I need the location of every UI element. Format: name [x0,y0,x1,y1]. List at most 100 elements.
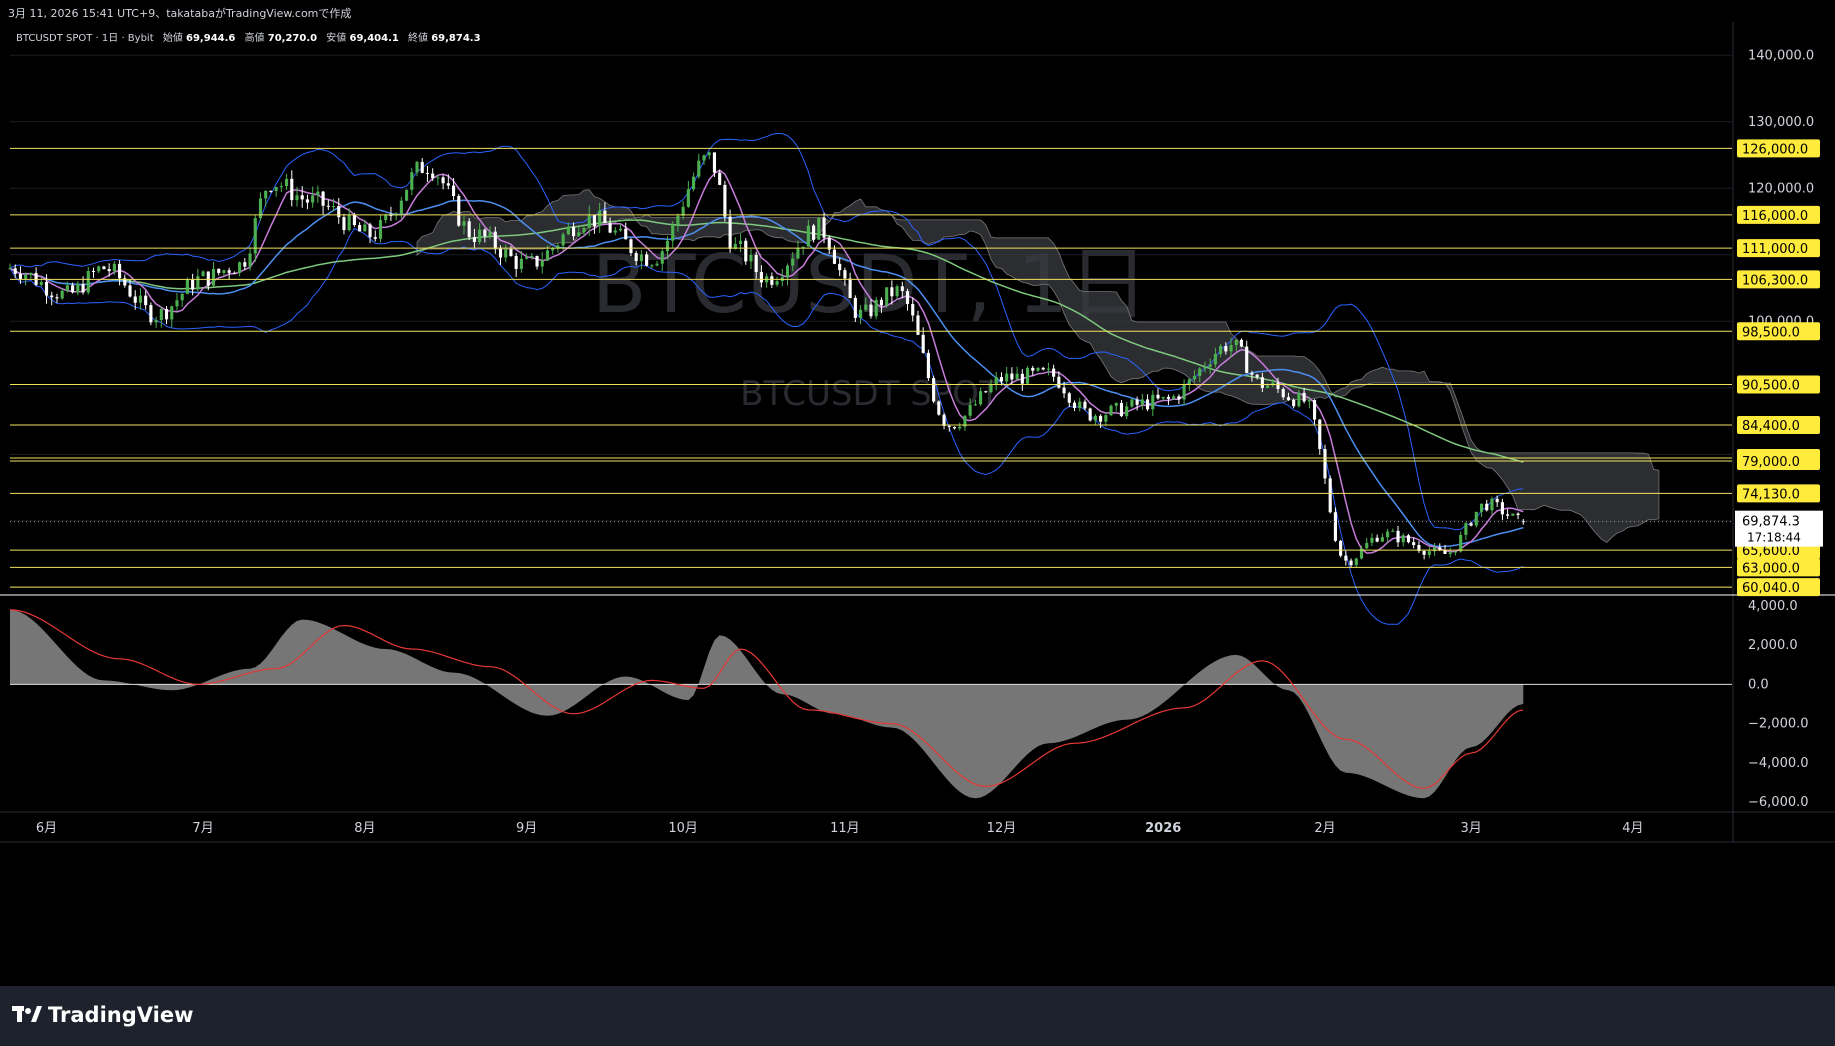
candle [1156,388,1160,400]
price-tick-label: 130,000.0 [1748,115,1814,130]
horizontal-levels[interactable] [10,147,1732,588]
candle [358,222,362,232]
candle [1052,364,1056,382]
price-axis-labels[interactable]: 140,000.0130,000.0120,000.0100,000.0126,… [1735,48,1823,810]
candle [926,349,930,381]
candle [1292,398,1296,409]
candle [60,288,64,300]
candle [1140,393,1144,410]
candle [248,246,252,271]
candle [170,305,174,328]
candle [952,426,957,430]
level-label-text: 63,000.0 [1742,561,1800,576]
candle [1208,358,1212,374]
candle [958,422,962,431]
svg-text:BTCUSDT SPOT · 1日 · Bybit: BTCUSDT SPOT · 1日 · Bybit 始値 69,944.6 高値… [16,31,481,44]
time-tick-label: 11月 [830,821,860,836]
candle [1386,528,1390,543]
candle [284,173,289,191]
candle [671,221,675,248]
candle [243,258,247,271]
candle [874,297,878,320]
candle [806,219,810,247]
candle [1333,507,1337,543]
level-price-label[interactable]: 116,000.0 [1737,205,1820,224]
level-price-label[interactable]: 74,130.0 [1737,484,1820,503]
candle [441,175,445,190]
oscillator-pane [9,609,1732,799]
candle [472,228,476,248]
candle [1448,547,1452,558]
candle [1485,499,1489,512]
candle [639,249,643,270]
level-price-label[interactable]: 98,500.0 [1737,322,1820,341]
candle [227,267,231,280]
level-label-text: 111,000.0 [1742,242,1808,257]
level-price-label[interactable]: 90,500.0 [1737,375,1820,394]
chart-frame[interactable]: BTCUSDT, 1日 BTCUSDT SPOT 140,000.0 130,00… [0,22,1835,986]
candle [50,291,54,306]
candle [650,264,654,269]
tradingview-wordmark: TradingView [48,1003,194,1027]
price-chart[interactable]: BTCUSDT, 1日 BTCUSDT SPOT 140,000.0130,00… [0,22,1835,986]
level-price-label[interactable]: 111,000.0 [1737,239,1820,258]
candle [624,222,628,240]
last-price-label[interactable]: 69,874.317:18:44 [1735,510,1823,547]
candle [1151,390,1155,417]
time-tick-label: 10月 [668,821,698,836]
tradingview-logo[interactable]: TradingView [12,1003,193,1027]
candle [76,281,80,296]
candle [279,182,283,193]
candle [1182,379,1186,405]
bottom-bar: TradingView [0,986,1835,1046]
candle [8,263,12,270]
level-price-label[interactable]: 84,400.0 [1737,416,1820,435]
candle [1432,542,1437,556]
bb-lower-line [9,227,1524,625]
level-price-label[interactable]: 63,000.0 [1737,558,1820,577]
candle [185,277,189,295]
level-label-text: 98,500.0 [1742,325,1800,340]
candle [629,238,633,256]
candle [749,248,753,269]
candle [1093,413,1097,425]
candle [331,198,336,212]
level-label-text: 106,300.0 [1742,273,1808,288]
candle [1328,475,1332,514]
candle [1495,495,1499,508]
candle [707,151,711,160]
time-tick-label: 4月 [1622,821,1643,836]
candle [71,282,75,294]
level-price-label[interactable]: 60,040.0 [1737,578,1820,597]
signal-line [9,609,1524,790]
candle [1354,557,1358,568]
level-price-label[interactable]: 106,300.0 [1737,270,1820,289]
candle [363,219,367,232]
candle [879,297,884,313]
candle [895,284,899,300]
candle [942,412,946,430]
candle [342,213,346,235]
candle [144,290,148,310]
candle [29,272,33,279]
time-axis-labels[interactable]: 6月 7月 8月 9月 10月 11月 12月 2026 2月 3月 4月 [36,821,1644,836]
candle [86,266,90,295]
candle [1349,558,1353,568]
candle [1234,339,1238,352]
candle [326,199,330,211]
candle [838,257,842,277]
candle [905,288,910,311]
level-price-label[interactable]: 126,000.0 [1737,139,1820,158]
candle [1046,362,1050,376]
candle [446,174,450,190]
candle [712,152,717,178]
candle [405,189,409,202]
candle [65,281,69,293]
candle [128,279,132,298]
candle [1276,377,1280,393]
level-price-label[interactable]: 79,000.0 [1737,451,1820,470]
candle [785,263,790,286]
candle [206,271,210,291]
candle [467,218,471,241]
time-tick-label: 7月 [192,821,213,836]
